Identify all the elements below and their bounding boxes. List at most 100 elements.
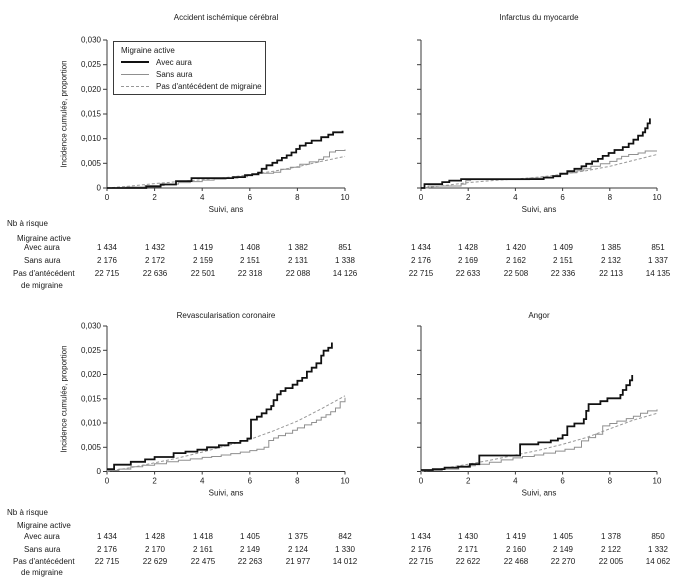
risk-table-header: Nb à risque — [7, 219, 48, 228]
series-dashed — [420, 154, 658, 189]
y-tick-label: 0,015 — [81, 394, 102, 403]
y-tick-label: 0,020 — [81, 85, 102, 94]
series-thick — [421, 375, 634, 471]
y-tick-label: 0,005 — [81, 159, 102, 168]
y-tick-label: 0,010 — [81, 134, 102, 143]
x-tick-label: 4 — [200, 477, 205, 486]
risk-row-label: Avec aura — [24, 243, 60, 252]
risk-value: 1 420 — [505, 243, 527, 252]
x-tick-label: 0 — [105, 477, 110, 486]
risk-value: 22 468 — [503, 557, 529, 566]
x-tick-label: 2 — [466, 193, 471, 202]
series-thick — [421, 118, 651, 189]
risk-value: 14 135 — [645, 269, 671, 278]
risk-value: 14 062 — [645, 557, 671, 566]
risk-group-label: Migraine active — [17, 234, 71, 243]
x-tick-label: 6 — [248, 477, 253, 486]
risk-value: 1 385 — [600, 243, 622, 252]
y-tick-label: 0,030 — [81, 36, 102, 45]
risk-value: 2 176 — [410, 545, 432, 554]
risk-value: 22 501 — [190, 269, 216, 278]
risk-row-label: Sans aura — [24, 545, 61, 554]
x-tick-label: 10 — [653, 193, 662, 202]
risk-value: 851 — [338, 243, 352, 252]
risk-value: 842 — [338, 532, 352, 541]
risk-value: 1 330 — [334, 545, 356, 554]
x-tick-label: 2 — [466, 477, 471, 486]
chart-panel-0: 0 0,005 0,010 0,015 0,020 0,025 0,030 0 2 4 6 8 10 Su… — [81, 36, 350, 215]
risk-row-label-line2: de migraine — [21, 281, 63, 290]
risk-value: 1 419 — [192, 243, 214, 252]
risk-value: 1 434 — [96, 243, 118, 252]
risk-value: 2 122 — [600, 545, 622, 554]
risk-row-label: Pas d'antécédent — [13, 557, 75, 566]
y-tick-label: 0 — [97, 184, 102, 193]
risk-value: 22 088 — [285, 269, 311, 278]
x-axis-label: Suivi, ans — [522, 489, 557, 498]
risk-value: 2 172 — [144, 256, 166, 265]
series-thin — [421, 409, 658, 471]
y-tick-label: 0,030 — [81, 322, 102, 331]
risk-value: 22 005 — [598, 557, 624, 566]
risk-value: 22 622 — [455, 557, 481, 566]
risk-value: 2 160 — [505, 545, 527, 554]
legend: Migraine active Avec aura Sans aura Pas … — [113, 41, 266, 95]
series-thin — [421, 150, 657, 189]
risk-value: 22 263 — [237, 557, 263, 566]
legend-item-sans-aura: Sans aura — [121, 68, 265, 80]
x-tick-label: 8 — [295, 193, 300, 202]
y-tick-label: 0,020 — [81, 370, 102, 379]
risk-value: 851 — [651, 243, 665, 252]
risk-value: 1 378 — [600, 532, 622, 541]
risk-value: 2 151 — [552, 256, 574, 265]
risk-value: 1 408 — [239, 243, 261, 252]
risk-row-label-line2: de migraine — [21, 568, 63, 577]
x-tick-label: 8 — [608, 193, 613, 202]
risk-value: 22 113 — [599, 269, 623, 278]
legend-item-avec-aura: Avec aura — [121, 56, 265, 68]
y-tick-label: 0,010 — [81, 419, 102, 428]
risk-value: 22 636 — [142, 269, 168, 278]
risk-value: 1 418 — [192, 532, 214, 541]
risk-value: 1 405 — [552, 532, 574, 541]
y-tick-label: 0 — [97, 467, 102, 476]
axes — [106, 326, 345, 472]
y-tick-label: 0,025 — [81, 346, 102, 355]
risk-value: 1 375 — [287, 532, 309, 541]
axes — [420, 326, 657, 472]
x-tick-label: 4 — [200, 193, 205, 202]
risk-value: 1 419 — [505, 532, 527, 541]
risk-value: 22 629 — [142, 557, 168, 566]
risk-value: 1 434 — [410, 243, 432, 252]
risk-value: 2 149 — [552, 545, 574, 554]
panel-title-revascularisation-coronaire: Revascularisation coronaire — [176, 311, 276, 320]
x-tick-label: 10 — [341, 477, 350, 486]
risk-value: 14 012 — [332, 557, 358, 566]
risk-value: 2 176 — [96, 256, 118, 265]
x-tick-label: 10 — [341, 193, 350, 202]
chart-panel-1: 0 2 4 6 8 10 Suivi, ans — [417, 39, 662, 214]
risk-value: 2 176 — [96, 545, 118, 554]
legend-label-sans-aura: Sans aura — [156, 69, 193, 79]
risk-value: 2 171 — [457, 545, 479, 554]
panel-title-infarctus-myocarde: Infarctus du myocarde — [499, 13, 579, 22]
x-tick-label: 4 — [513, 477, 518, 486]
risk-value: 1 409 — [552, 243, 574, 252]
series-dashed — [420, 412, 658, 472]
risk-value: 22 715 — [408, 269, 434, 278]
x-tick-label: 2 — [152, 193, 157, 202]
legend-item-pas-antecedent: Pas d'antécédent de migraine — [121, 80, 265, 92]
risk-table-header: Nb à risque — [7, 508, 48, 517]
risk-value: 1 382 — [287, 243, 309, 252]
risk-value: 2 131 — [287, 256, 309, 265]
series-thick — [107, 342, 333, 470]
risk-value: 2 124 — [287, 545, 309, 554]
series-dashed — [106, 395, 346, 472]
axes — [420, 40, 657, 189]
chart-panel-3: 0 2 4 6 8 10 Suivi, ans — [417, 325, 662, 498]
risk-value: 14 126 — [332, 269, 358, 278]
risk-group-label: Migraine active — [17, 521, 71, 530]
risk-value: 2 161 — [192, 545, 214, 554]
